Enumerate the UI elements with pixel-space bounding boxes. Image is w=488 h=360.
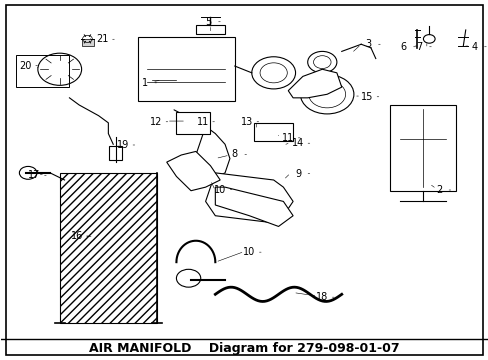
Text: 18: 18 xyxy=(316,292,328,302)
Polygon shape xyxy=(287,69,341,98)
Text: 4: 4 xyxy=(470,42,477,52)
Bar xyxy=(16,55,69,87)
Bar xyxy=(254,123,292,141)
Bar xyxy=(60,173,157,323)
Text: 11: 11 xyxy=(196,117,208,127)
Bar xyxy=(176,112,210,134)
Text: 10: 10 xyxy=(243,247,255,257)
Text: 16: 16 xyxy=(70,231,82,242)
Text: 1: 1 xyxy=(142,78,147,88)
Text: 14: 14 xyxy=(291,138,304,148)
Text: 17: 17 xyxy=(28,170,41,180)
Text: 11: 11 xyxy=(282,133,294,143)
Text: 10: 10 xyxy=(214,185,226,195)
Polygon shape xyxy=(196,126,229,180)
Text: 3: 3 xyxy=(365,39,371,49)
Text: 2: 2 xyxy=(435,185,441,195)
Polygon shape xyxy=(215,187,292,226)
Text: 21: 21 xyxy=(96,34,108,44)
Text: 20: 20 xyxy=(20,61,32,71)
Bar xyxy=(389,105,455,191)
Bar xyxy=(109,146,122,160)
Polygon shape xyxy=(166,152,220,191)
Text: 12: 12 xyxy=(149,117,162,127)
Text: 15: 15 xyxy=(360,92,372,102)
Text: 7: 7 xyxy=(416,42,422,52)
Text: 19: 19 xyxy=(117,140,129,150)
Bar xyxy=(81,39,94,46)
Text: 9: 9 xyxy=(294,168,301,179)
Text: 5: 5 xyxy=(205,17,211,27)
Text: 8: 8 xyxy=(231,149,237,159)
Text: 6: 6 xyxy=(400,42,406,52)
Bar xyxy=(137,37,234,102)
Polygon shape xyxy=(205,173,292,223)
Bar xyxy=(196,24,224,33)
Text: AIR MANIFOLD    Diagram for 279-098-01-07: AIR MANIFOLD Diagram for 279-098-01-07 xyxy=(89,342,399,355)
Text: 13: 13 xyxy=(240,117,252,127)
